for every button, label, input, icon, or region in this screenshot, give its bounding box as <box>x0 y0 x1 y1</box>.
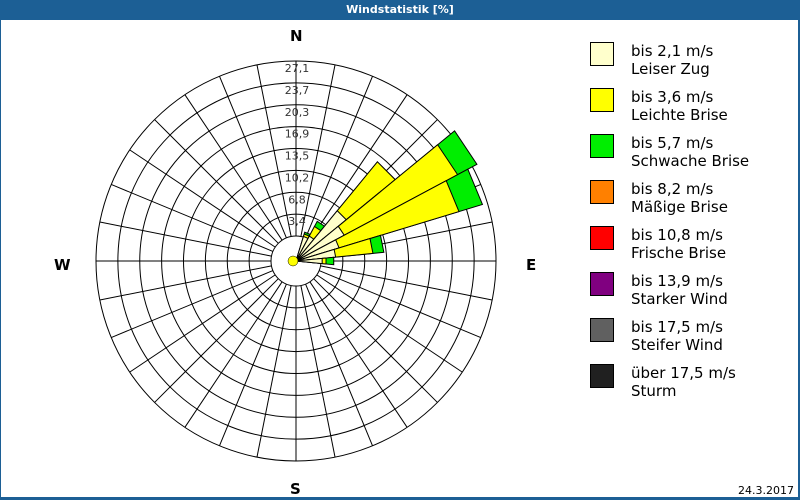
legend-label: bis 13,9 m/s Starker Wind <box>631 272 728 308</box>
grid-spoke <box>256 64 292 237</box>
grid-spoke <box>129 149 276 248</box>
legend-swatch <box>590 88 614 112</box>
chart-panel <box>1 20 798 497</box>
legend-label: bis 17,5 m/s Steifer Wind <box>631 318 723 354</box>
ring-label: 6,8 <box>288 193 306 206</box>
ring-label: 23,7 <box>285 84 310 97</box>
legend-label: bis 10,8 m/s Frische Brise <box>631 226 727 262</box>
ring-label: 13,5 <box>285 150 310 163</box>
grid-spoke <box>111 270 274 338</box>
compass-east-label: E <box>526 256 537 274</box>
grid-spoke <box>309 281 408 428</box>
wind-petal-segment <box>295 257 323 265</box>
grid-spoke <box>99 221 272 257</box>
grid-spoke <box>154 278 279 403</box>
chart-title: Windstatistik [%] <box>346 3 454 16</box>
grid-spoke <box>219 283 287 446</box>
grid-spoke <box>99 265 272 301</box>
legend-label: bis 3,6 m/s Leichte Brise <box>631 88 728 124</box>
grid-spoke <box>313 278 438 403</box>
grid-spoke <box>111 184 274 252</box>
ring-label: 20,3 <box>285 106 310 119</box>
rose-petals <box>287 130 484 267</box>
legend-swatch <box>590 364 614 388</box>
grid-spoke <box>316 274 463 373</box>
compass-west-label: W <box>54 256 71 274</box>
grid-spoke <box>184 281 283 428</box>
grid-spoke <box>256 285 292 458</box>
legend-swatch <box>590 134 614 158</box>
grid-spoke <box>300 285 336 458</box>
legend-label: bis 2,1 m/s Leiser Zug <box>631 42 714 78</box>
date-stamp: 24.3.2017 <box>738 484 794 497</box>
legend-swatch <box>590 318 614 342</box>
compass-south-label: S <box>290 480 301 498</box>
legend-swatch <box>590 226 614 250</box>
ring-label: 10,2 <box>285 171 310 184</box>
legend-swatch <box>590 272 614 296</box>
grid-spoke <box>318 270 481 338</box>
legend-swatch <box>590 42 614 66</box>
calm-marker <box>287 255 299 267</box>
grid-spoke <box>300 64 336 237</box>
ring-label: 3,4 <box>288 215 306 228</box>
grid-spoke <box>154 119 279 244</box>
grid-spoke <box>129 274 276 373</box>
legend-label: bis 8,2 m/s Mäßige Brise <box>631 180 728 216</box>
ring-label: 27,1 <box>285 62 310 75</box>
rose-grid <box>95 60 497 462</box>
grid-spoke <box>219 76 287 239</box>
legend-swatch <box>590 180 614 204</box>
ring-label: 16,9 <box>285 128 310 141</box>
legend-label: bis 5,7 m/s Schwache Brise <box>631 134 750 170</box>
compass-north-label: N <box>290 27 303 45</box>
grid-spoke <box>305 76 373 239</box>
grid-spoke <box>309 94 408 241</box>
grid-spoke <box>305 283 373 446</box>
grid-spoke <box>320 265 493 301</box>
grid-spoke <box>184 94 283 241</box>
ring-labels: 3,4 6,8 10,2 13,5 16,9 20,3 23,7 27,1 <box>285 62 310 228</box>
legend-label: über 17,5 m/s Sturm <box>631 364 736 400</box>
